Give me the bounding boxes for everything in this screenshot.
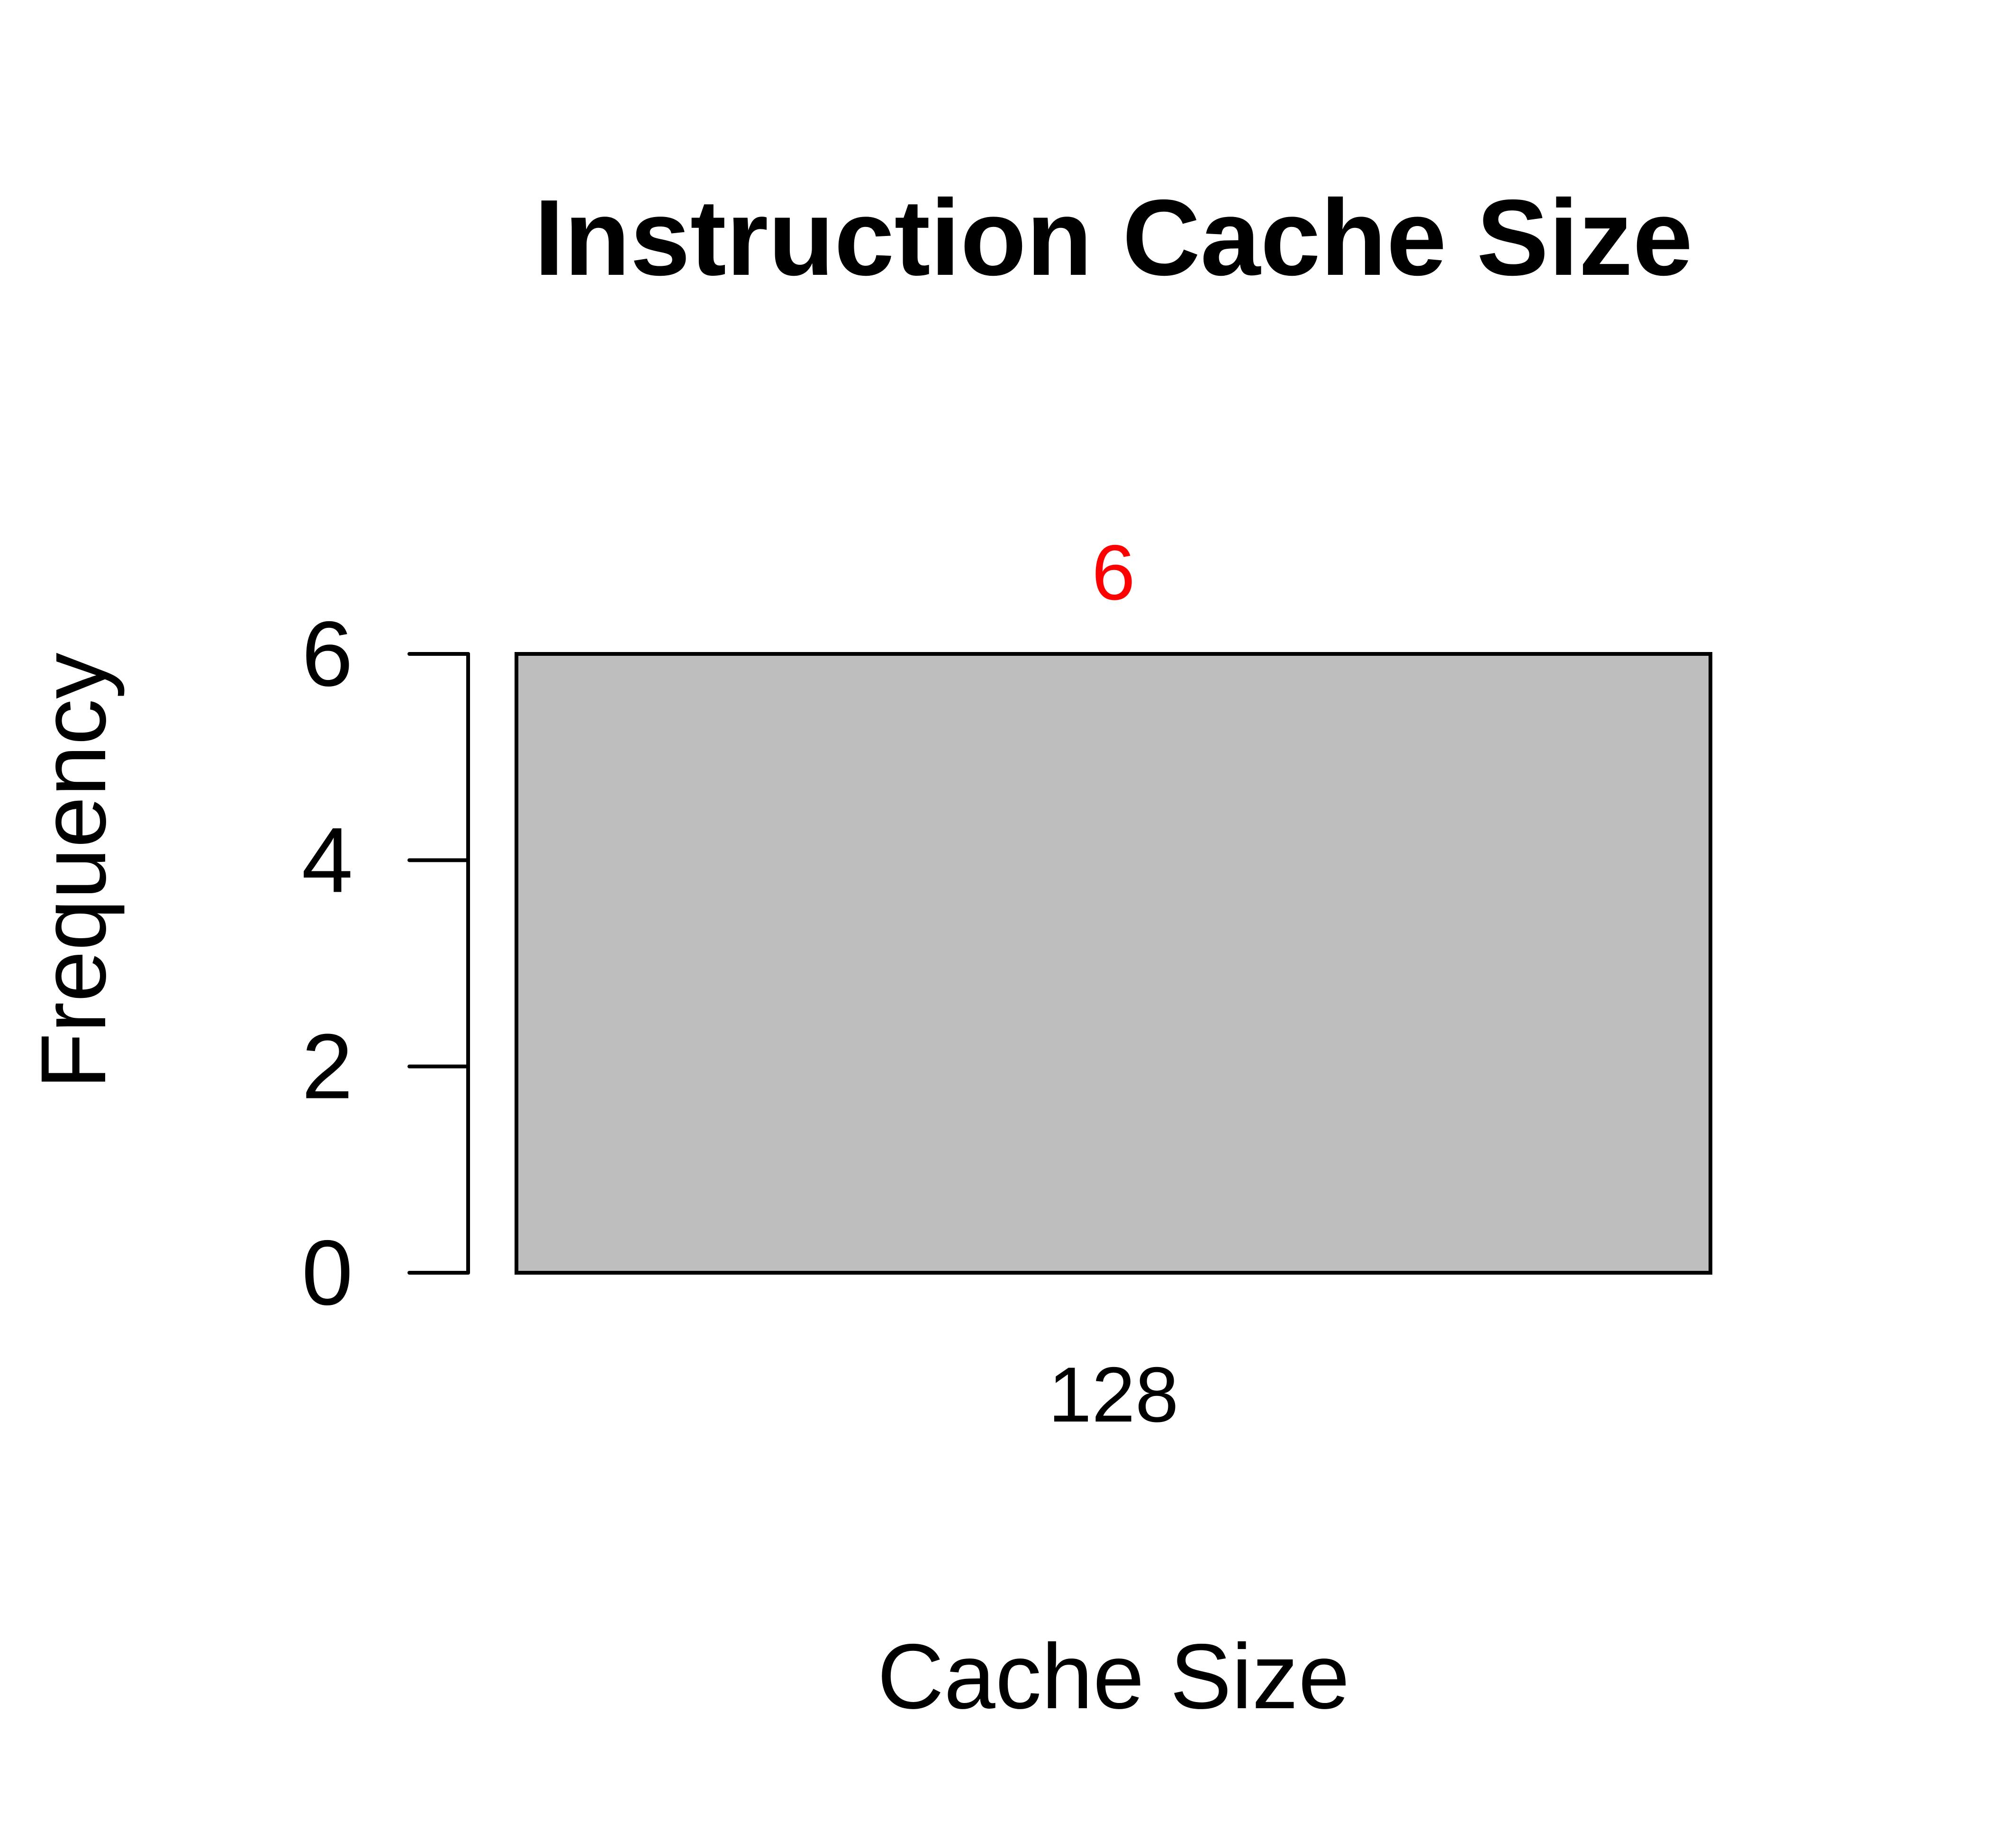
chart-title: Instruction Cache Size bbox=[534, 178, 1692, 298]
y-tick-label: 4 bbox=[302, 808, 353, 912]
x-tick-label: 128 bbox=[1048, 1351, 1178, 1438]
data-labels: 6 bbox=[1092, 529, 1135, 616]
y-tick-label: 6 bbox=[302, 602, 353, 706]
data-label: 6 bbox=[1092, 529, 1135, 616]
y-axis-label: Frequency bbox=[22, 652, 125, 1089]
y-tick-label: 2 bbox=[302, 1015, 353, 1118]
bar bbox=[515, 652, 1712, 1275]
bars bbox=[515, 652, 1712, 1275]
x-axis-label: Cache Size bbox=[877, 1625, 1349, 1728]
x-tick-labels: 128 bbox=[1048, 1351, 1178, 1438]
y-tick-label: 0 bbox=[302, 1221, 353, 1324]
y-axis: 0 2 4 6 bbox=[302, 602, 470, 1324]
